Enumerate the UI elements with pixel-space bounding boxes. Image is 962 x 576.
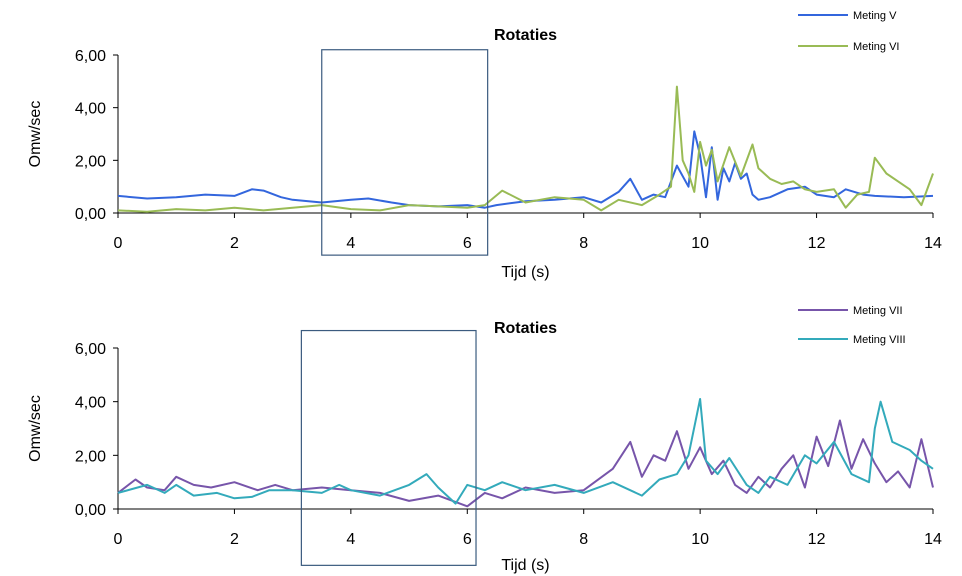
x-tick-label: 4	[346, 531, 355, 548]
x-tick-label: 0	[114, 235, 123, 252]
series-line-2	[117, 398, 934, 505]
series-line-2	[117, 85, 934, 213]
x-tick-label: 6	[463, 235, 472, 252]
x-axis-label: Tijd (s)	[501, 557, 549, 574]
x-tick-label: 12	[808, 531, 826, 548]
highlight-box	[321, 49, 489, 256]
x-tick-label: 10	[691, 531, 709, 548]
series-line-1	[117, 130, 934, 209]
chart-title: Rotaties	[494, 320, 557, 337]
y-tick-label: 4,00	[75, 395, 106, 412]
y-tick-label: 6,00	[75, 341, 106, 358]
y-axis-label: Omw/sec	[27, 395, 44, 462]
y-tick-label: 2,00	[75, 448, 106, 465]
x-tick-label: 6	[463, 531, 472, 548]
x-tick-label: 14	[924, 531, 942, 548]
x-tick-label: 8	[579, 531, 588, 548]
x-tick-label: 4	[346, 235, 355, 252]
x-tick-label: 2	[230, 235, 239, 252]
highlight-box	[300, 329, 477, 566]
x-tick-label: 12	[808, 235, 826, 252]
x-tick-label: 10	[691, 235, 709, 252]
x-tick-label: 0	[114, 531, 123, 548]
series-line-1	[117, 419, 934, 508]
y-tick-label: 0,00	[75, 206, 106, 223]
x-axis-label: Tijd (s)	[501, 264, 549, 281]
x-tick-label: 14	[924, 235, 942, 252]
y-tick-label: 2,00	[75, 153, 106, 170]
x-tick-label: 8	[579, 235, 588, 252]
y-axis-label: Omw/sec	[27, 101, 44, 168]
y-tick-label: 4,00	[75, 101, 106, 118]
legend-label: Meting VI	[853, 41, 899, 53]
y-tick-label: 6,00	[75, 48, 106, 65]
y-tick-label: 0,00	[75, 502, 106, 519]
legend-label: Meting VII	[853, 305, 903, 317]
x-tick-label: 2	[230, 531, 239, 548]
legend-label: Meting V	[853, 10, 897, 22]
chart-title: Rotaties	[494, 27, 557, 44]
legend-label: Meting VIII	[853, 334, 906, 346]
chart-1: 0,00 2,00 4,00 6,00 0 2 4 6 8 10 12 14 Rotaties Tijd …	[27, 10, 942, 281]
chart-2: 0,00 2,00 4,00 6,00 0 2 4 6 8 10 12 14 Rotaties Tijd …	[27, 305, 942, 574]
